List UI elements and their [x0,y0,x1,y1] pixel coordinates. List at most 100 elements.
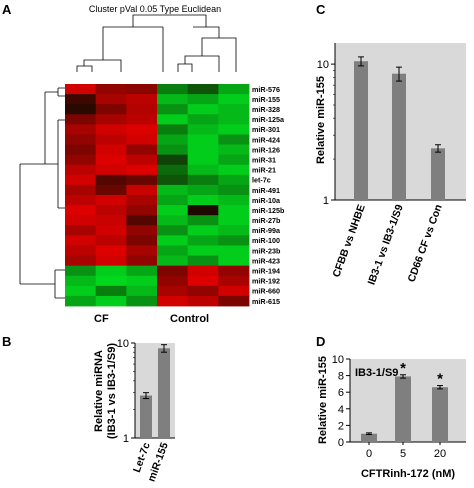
row-dendrogram [19,87,65,299]
heatmap-cell [157,104,189,115]
heatmap-cell [218,104,250,115]
y-tick-label-b: 10 [117,338,129,350]
y-axis-title-b-line2: (IB3-1 vs IB3-1/S9) [106,343,118,439]
heatmap-cell [95,174,127,186]
heatmap-row-label: miR-660 [252,287,280,296]
heatmap-row-label: miR-21 [252,166,276,175]
heatmap-row-label: miR-615 [252,297,280,306]
heatmap-cell [65,154,97,166]
heatmap-cell [65,94,97,105]
heatmap-cell [126,195,158,206]
heatmap-cell [126,225,158,236]
heatmap-cell [126,104,158,115]
x-axis-title-d: CFTRinh-172 (nM) [361,468,455,480]
heatmap-cell [218,235,250,246]
heatmap-cell [157,235,189,246]
heatmap-cell [95,164,127,176]
x-tick-label-d: 20 [434,448,446,460]
heatmap-cell [65,205,97,216]
heatmap-row-label: miR-10a [252,196,281,205]
heatmap-cell [187,265,219,277]
heatmap-row-label: miR-301 [252,125,280,134]
heatmap-cell [157,84,189,95]
y-tick-label-d: 6 [338,387,344,399]
x-tick-label-c: IB3-1 vs IB3-1/S9 [366,203,406,287]
heatmap-cell [157,205,189,216]
heatmap-cell [157,255,189,267]
heatmap-title: Cluster pVal 0.05 Type Euclidean [89,4,221,14]
heatmap-cell [157,225,189,236]
heatmap-cell [126,184,158,196]
bars-b [140,344,170,438]
heatmap-cell [95,235,127,246]
heatmap-cell [157,215,189,226]
heatmap-cell [157,114,189,125]
heatmap-cell [218,134,250,145]
heatmap-cell [126,255,158,267]
heatmap-cell [187,114,219,125]
heatmap-cell [95,94,127,105]
heatmap-row-label: miR-576 [252,85,280,94]
heatmap-row-label: miR-100 [252,236,280,245]
heatmap-cell [65,174,97,186]
heatmap-cell [95,134,127,145]
heatmap-cell [95,84,127,95]
heatmap-cell [65,144,97,156]
heatmap-cell [187,195,219,206]
heatmap-cell [187,235,219,246]
heatmap-row-label: miR-99a [252,226,281,235]
heatmap-cell [187,104,219,115]
heatmap-cell [95,144,127,156]
y-tick-label-d: 0 [338,437,344,449]
heatmap-cell [218,245,250,256]
heatmap-cell [218,275,250,287]
heatmap-cell [218,174,250,186]
x-tick-label-c: CFBB vs NHBE [330,203,367,279]
heatmap-cell [95,205,127,216]
heatmap-cell [187,174,219,186]
heatmap-cell [126,94,158,105]
y-tick-label-d: 10 [332,354,344,366]
heatmap-cell [95,265,127,277]
panel-label-b: B [2,334,12,349]
heatmap-cell [187,144,219,156]
heatmap-cell [95,154,127,166]
heatmap-row-label: miR-491 [252,186,280,195]
heatmap-cell [157,245,189,256]
y-axis-title-b: Relative miRNA [93,350,105,432]
heatmap-cell [65,275,97,287]
heatmap-cell [187,295,219,307]
heatmap-cell [187,154,219,166]
heatmap-cell [126,164,158,176]
bar-d [432,387,448,442]
bar-d [361,433,377,442]
heatmap-cell [218,154,250,166]
heatmap-cell [187,164,219,176]
heatmap-cell [187,84,219,95]
heatmap-cell [157,174,189,186]
heatmap-cell [95,195,127,206]
heatmap-cell [65,215,97,226]
heatmap-cell [126,245,158,256]
heatmap-cell [95,255,127,267]
panel-label-d: D [316,334,326,349]
heatmap-cell [157,195,189,206]
heatmap-cell [157,154,189,166]
heatmap-cell [187,124,219,135]
y-tick-label-d: 2 [338,420,344,432]
heatmap-cell [126,275,158,287]
heatmap-cell [126,84,158,95]
significance-marker-d: * [437,371,443,388]
y-tick-label-d: 4 [338,404,344,416]
heatmap-cell [65,225,97,236]
y-tick-label-b: 1 [123,433,129,445]
x-tick-label-c: CD66 CF vs Con [406,203,445,284]
heatmap-cell [95,225,127,236]
heatmap-cell [95,184,127,196]
heatmap-cell [65,285,97,297]
heatmap-cell [65,184,97,196]
